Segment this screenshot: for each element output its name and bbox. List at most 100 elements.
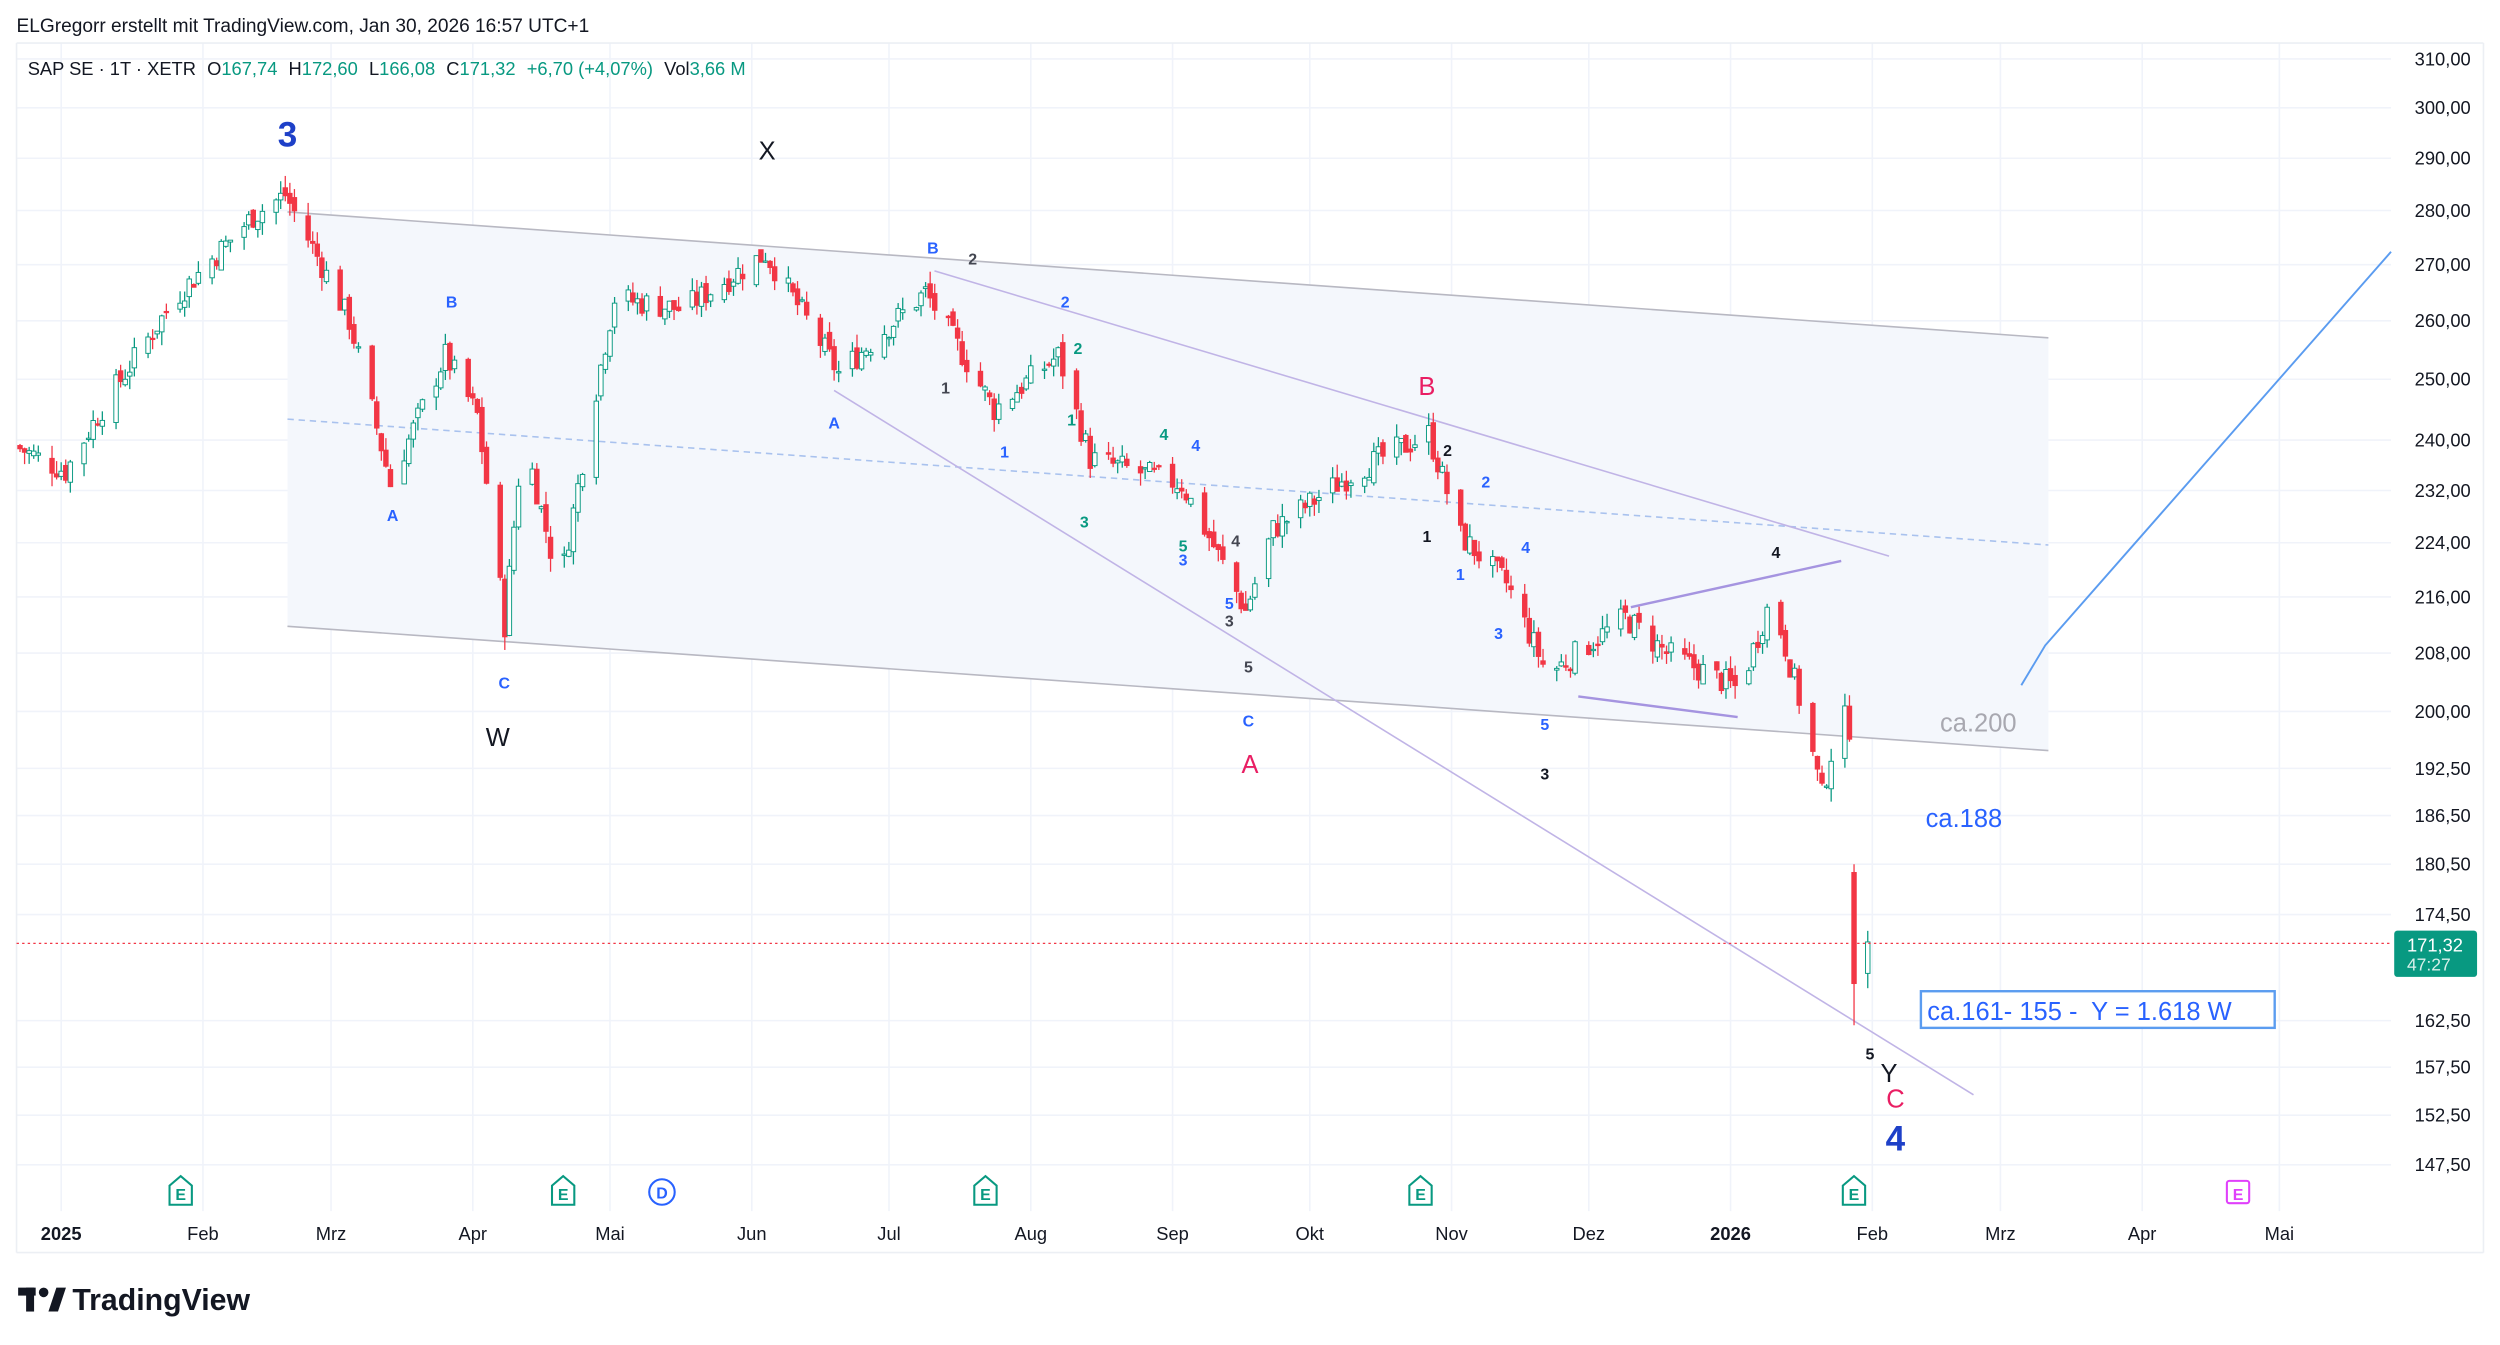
price-axis[interactable]: 310,00 300,00 290,00 280,00 270,00 260,00 250,… <box>2415 48 2471 1175</box>
channel-bottom-line[interactable] <box>287 625 2049 752</box>
time-axis[interactable]: 2025 Feb Mrz Apr Mai Jun Jul Aug Sep Okt Nov Dez 202… <box>41 1223 2294 1244</box>
wave-label[interactable]: 1 <box>1456 567 1465 584</box>
wave-label[interactable]: 5 <box>1179 538 1188 555</box>
candle-body <box>1361 477 1368 487</box>
wave-label[interactable]: 2 <box>1061 295 1070 312</box>
wave-label[interactable]: C <box>1886 1086 1904 1114</box>
wave-label[interactable]: 3 <box>1225 613 1234 630</box>
candle-body <box>410 422 417 440</box>
event-earnings-upcoming-icon[interactable]: E <box>2225 1179 2251 1205</box>
time-tick-label: Jun <box>737 1223 767 1244</box>
candle <box>346 294 353 340</box>
wave-label[interactable]: 4 <box>1771 545 1780 562</box>
wave-label[interactable]: 1 <box>941 381 950 398</box>
wave-label[interactable]: C <box>1243 714 1255 731</box>
candle <box>1457 489 1464 532</box>
candle-body <box>369 345 375 400</box>
triangle-top-line[interactable] <box>1630 559 1842 609</box>
wave-label[interactable]: 1 <box>1422 529 1431 546</box>
candle <box>1718 671 1725 695</box>
candle-body <box>1508 585 1514 591</box>
price-tick-label: 147,50 <box>2415 1154 2471 1175</box>
candle <box>447 341 453 380</box>
candle-body <box>1233 562 1240 592</box>
candle-body <box>195 271 202 284</box>
wave-label[interactable]: Y <box>1881 1060 1898 1088</box>
wave-label[interactable]: B <box>927 240 939 257</box>
candle-body <box>53 473 60 478</box>
wave-label[interactable]: 4 <box>1160 427 1169 444</box>
tradingview-logo[interactable]: TradingView <box>18 1284 251 1317</box>
wave-label[interactable]: 4 <box>1231 534 1240 551</box>
candle <box>1247 595 1254 612</box>
candle-body <box>1393 436 1400 458</box>
ca188-label[interactable]: ca.188 <box>1926 805 2003 833</box>
projection-line[interactable] <box>2020 251 2392 686</box>
candle <box>630 282 636 306</box>
event-earnings-icon[interactable]: E <box>1841 1174 1867 1206</box>
candle-body <box>1439 465 1446 473</box>
wave-label[interactable]: A <box>1242 751 1259 779</box>
candle <box>323 261 330 284</box>
wave-label[interactable]: X <box>759 137 776 165</box>
wave-label[interactable]: 5 <box>1244 660 1253 677</box>
triangle-bottom-line[interactable] <box>1578 695 1738 719</box>
candle <box>675 296 682 312</box>
candle-body <box>831 346 837 371</box>
wave-label[interactable]: 1 <box>1067 412 1076 429</box>
event-earnings-icon[interactable]: E <box>550 1174 576 1206</box>
wave-label[interactable]: 2 <box>968 252 977 269</box>
candle-body <box>986 392 993 398</box>
wave-label[interactable]: B <box>446 295 458 312</box>
wave-label[interactable]: 3 <box>278 116 298 155</box>
wave-label[interactable]: C <box>498 675 510 692</box>
wave-label[interactable]: 2 <box>1481 475 1490 492</box>
price-tick-label: 224,00 <box>2415 532 2471 553</box>
candle-body <box>1865 941 1871 974</box>
wave-label[interactable]: 3 <box>1179 553 1188 570</box>
wave-label[interactable]: 2 <box>1073 341 1082 358</box>
event-dividend-icon[interactable]: D <box>648 1178 676 1206</box>
channel-mid-line[interactable] <box>287 418 2049 546</box>
event-earnings-icon[interactable]: E <box>1408 1174 1433 1206</box>
wave-label[interactable]: 5 <box>1865 1047 1874 1064</box>
candle <box>799 296 805 303</box>
wave-label[interactable]: 4 <box>1191 438 1200 455</box>
candle-body <box>634 298 641 304</box>
candle <box>191 283 197 288</box>
wave-label[interactable]: A <box>828 416 840 433</box>
wave-label[interactable]: 5 <box>1540 717 1549 734</box>
wedge-upper-line[interactable] <box>934 270 1890 557</box>
wave-label[interactable]: W <box>486 724 510 752</box>
candle <box>1430 412 1436 462</box>
event-earnings-icon[interactable]: E <box>168 1174 193 1206</box>
wave-label[interactable]: 4 <box>1886 1120 1906 1159</box>
candle-body <box>1179 487 1185 492</box>
candle <box>771 257 778 291</box>
channel-top-line[interactable] <box>287 211 2049 339</box>
wave-label[interactable]: 1 <box>1000 444 1009 461</box>
candle-body <box>1586 644 1592 656</box>
candle <box>374 396 380 435</box>
wave-label[interactable]: 5 <box>1225 596 1234 613</box>
candle <box>1732 665 1738 699</box>
wave-label[interactable]: 3 <box>1494 626 1503 643</box>
wave-label[interactable]: 2 <box>1443 443 1452 460</box>
candle-body <box>323 269 330 283</box>
candle <box>1540 648 1546 668</box>
wedge-lower-line[interactable] <box>833 389 1974 1096</box>
candle-body <box>854 347 860 369</box>
time-tick-label: Apr <box>459 1223 487 1244</box>
wave-label[interactable]: B <box>1418 373 1435 401</box>
candle <box>406 434 412 467</box>
wave-label[interactable]: 3 <box>1080 514 1089 531</box>
target-box[interactable] <box>1919 990 2276 1030</box>
wave-label[interactable]: A <box>387 508 399 525</box>
wave-label[interactable]: 3 <box>1540 766 1549 783</box>
wave-label[interactable]: 4 <box>1521 540 1530 557</box>
candle-body <box>982 386 988 391</box>
candle <box>351 316 357 349</box>
ca200-label[interactable]: ca.200 <box>1940 709 2017 737</box>
event-earnings-icon[interactable]: E <box>973 1174 998 1206</box>
